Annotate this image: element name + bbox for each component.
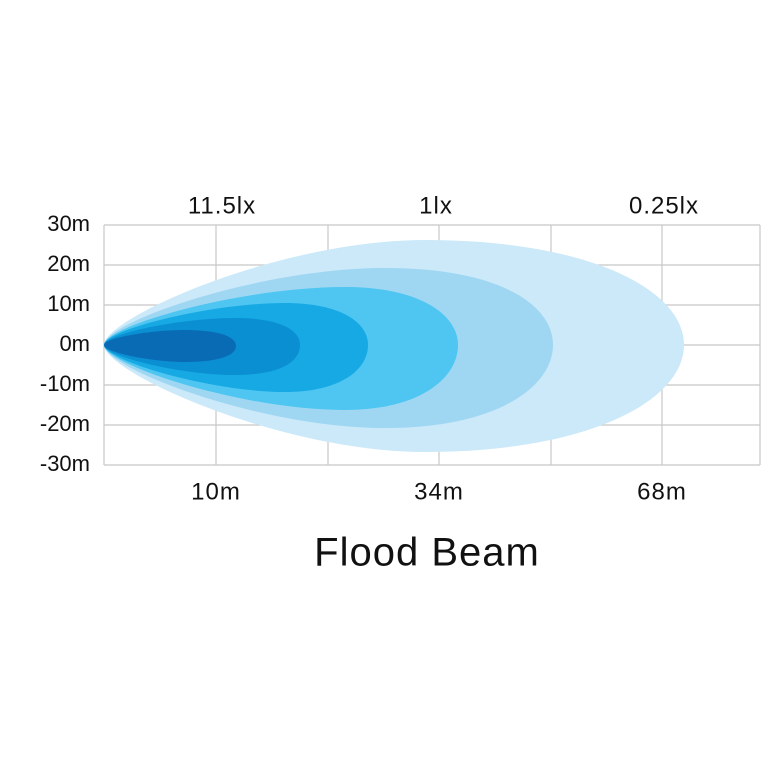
lux-label: 1lx xyxy=(419,192,453,219)
distance-label: 10m xyxy=(191,478,241,505)
distance-label: 34m xyxy=(414,478,464,505)
beam-zone xyxy=(104,330,236,362)
beam xyxy=(104,240,684,452)
width-label: 10m xyxy=(47,291,90,316)
title: Flood Beam xyxy=(314,531,540,575)
width-label: -20m xyxy=(40,411,90,436)
width-label: -30m xyxy=(40,451,90,476)
width-label: 0m xyxy=(59,331,90,356)
width-label: 30m xyxy=(47,211,90,236)
lux-label: 0.25lx xyxy=(629,192,699,219)
width-label: -10m xyxy=(40,371,90,396)
width-label: 20m xyxy=(47,251,90,276)
lux-label: 11.5lx xyxy=(188,192,256,219)
distance-label: 68m xyxy=(637,478,687,505)
